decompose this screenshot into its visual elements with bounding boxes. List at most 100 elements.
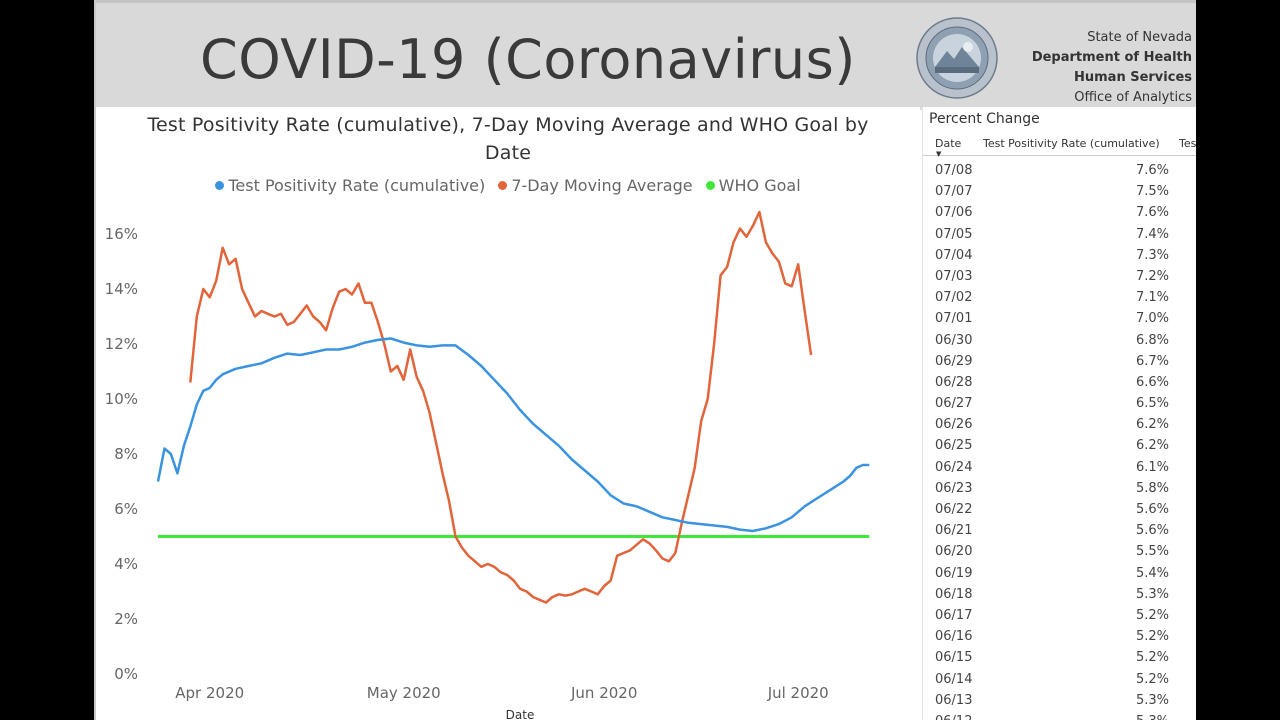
y-tick-label: 6% [114, 500, 138, 518]
chart-title-line-1: Test Positivity Rate (cumulative), 7-Day… [147, 114, 869, 136]
table-row[interactable]: 06/21 5.6% [923, 522, 1196, 543]
org-department-line: Department of Health [1031, 50, 1192, 65]
y-tick-label: 4% [114, 555, 138, 573]
report-header: COVID-19 (Coronavirus) State of Nevada D… [96, 0, 1196, 110]
cell-date: 06/30 [935, 332, 973, 348]
state-seal-icon [916, 17, 998, 99]
cell-rate: 5.6% [1135, 502, 1169, 517]
y-tick-label: 10% [105, 390, 138, 408]
cell-rate: 7.5% [1135, 184, 1169, 200]
table-row[interactable]: 06/30 6.8% [923, 332, 1196, 353]
table-row[interactable]: 06/17 5.2% [923, 607, 1196, 628]
cell-rate: 6.7% [1135, 353, 1169, 369]
cell-rate: 7.0% [1135, 311, 1169, 327]
table-row[interactable]: 06/14 5.2% [923, 671, 1196, 692]
cell-date: 06/22 [935, 502, 973, 517]
cell-date: 06/14 [935, 671, 973, 687]
cell-rate: 5.3% [1135, 586, 1169, 602]
table-row[interactable]: 07/07 7.5% [923, 183, 1196, 204]
y-tick-label: 14% [105, 280, 138, 298]
table-row[interactable]: 07/08 7.6% [923, 162, 1196, 183]
cell-rate: 5.2% [1135, 607, 1169, 623]
table-row[interactable]: 06/19 5.4% [923, 565, 1196, 586]
chart-title-line-2: Date [484, 142, 532, 164]
table-header-row: Date Test Positivity Rate (cumulative) T… [923, 135, 1196, 158]
cell-date: 06/17 [935, 607, 973, 623]
table-row[interactable]: 07/01 7.0% [923, 310, 1196, 331]
cell-date: 06/28 [935, 374, 973, 390]
chart-canvas: 0% 2% 4% 6% 8% 10% 12% 14% 16% Apr 2020 May 2020 J… [105, 210, 870, 720]
legend-label-moving-average: 7-Day Moving Average [511, 176, 693, 195]
cell-date: 07/01 [935, 311, 973, 327]
table-row[interactable]: 06/27 6.5% [923, 395, 1196, 416]
report-page: COVID-19 (Coronavirus) State of Nevada D… [96, 0, 1196, 720]
table-row[interactable]: 06/24 6.1% [923, 459, 1196, 480]
cell-rate: 6.8% [1135, 332, 1169, 348]
table-row[interactable]: 06/22 5.6% [923, 501, 1196, 522]
cell-rate: 5.3% [1135, 692, 1169, 708]
cell-date: 06/26 [935, 417, 973, 433]
cell-date: 07/06 [935, 205, 973, 221]
column-header-date[interactable]: Date [935, 137, 962, 150]
cell-rate: 5.4% [1135, 565, 1169, 581]
column-header-rate[interactable]: Test Positivity Rate (cumulative) [983, 137, 1160, 150]
table-row[interactable]: 07/03 7.2% [923, 268, 1196, 289]
table-title: Percent Change [929, 111, 1040, 127]
cell-rate: 6.2% [1135, 438, 1169, 454]
cell-rate: 7.6% [1135, 163, 1169, 178]
legend-item-moving-average[interactable]: 7-Day Moving Average [498, 176, 693, 195]
cell-rate: 6.6% [1135, 374, 1169, 390]
table-row[interactable]: 06/15 5.2% [923, 649, 1196, 670]
cell-date: 07/08 [935, 163, 973, 178]
org-human-services-line: Human Services [1073, 70, 1192, 85]
column-header-truncated[interactable]: Tes [1179, 137, 1196, 150]
cell-date: 07/03 [935, 268, 973, 284]
cell-rate: 5.2% [1135, 629, 1169, 645]
x-axis-label: Date [506, 708, 535, 720]
page-title: COVID-19 (Coronavirus) [200, 28, 856, 91]
cell-rate: 6.1% [1135, 459, 1169, 475]
cell-date: 06/27 [935, 396, 973, 412]
cell-rate: 5.2% [1135, 671, 1169, 687]
cell-date: 06/18 [935, 586, 973, 602]
x-tick-label: Jun 2020 [570, 684, 637, 702]
table-row[interactable]: 06/23 5.8% [923, 480, 1196, 501]
cell-date: 07/07 [935, 184, 973, 200]
cell-date: 06/15 [935, 650, 973, 666]
line-chart-visual[interactable]: 0% 2% 4% 6% 8% 10% 12% 14% 16% Apr 2020 May 2020 J… [96, 107, 920, 720]
series-line-cumulative[interactable] [156, 337, 870, 533]
table-row[interactable]: 07/05 7.4% [923, 226, 1196, 247]
cell-date: 06/21 [935, 523, 973, 539]
table-row[interactable]: 06/12 5.3% [923, 713, 1196, 720]
legend-dot-cumulative [215, 181, 225, 190]
percent-change-table[interactable]: Percent Change Date Test Positivity Rate… [922, 107, 1196, 720]
cell-rate: 6.2% [1135, 417, 1169, 433]
cell-rate: 7.3% [1135, 247, 1169, 263]
y-tick-label: 8% [114, 445, 138, 463]
legend-label-cumulative: Test Positivity Rate (cumulative) [228, 176, 486, 195]
table-row[interactable]: 06/25 6.2% [923, 437, 1196, 458]
legend-item-cumulative[interactable]: Test Positivity Rate (cumulative) [215, 176, 485, 195]
cell-rate: 7.4% [1135, 226, 1169, 242]
legend-item-who-goal[interactable]: WHO Goal [705, 176, 801, 195]
table-row[interactable]: 07/02 7.1% [923, 289, 1196, 310]
sort-descending-icon[interactable]: ▼ [936, 150, 942, 158]
frame-border [94, 0, 96, 720]
table-row[interactable]: 07/04 7.3% [923, 247, 1196, 268]
cell-date: 06/29 [935, 353, 973, 369]
table-row[interactable]: 06/18 5.3% [923, 586, 1196, 607]
cell-date: 06/20 [935, 544, 973, 560]
table-row[interactable]: 06/29 6.7% [923, 353, 1196, 374]
cell-date: 06/25 [935, 438, 973, 454]
series-line-moving-average[interactable] [189, 210, 813, 604]
x-tick-label: Jul 2020 [767, 684, 829, 702]
table-row[interactable]: 07/06 7.6% [923, 204, 1196, 225]
cell-date: 06/12 [935, 714, 972, 720]
table-row[interactable]: 06/13 5.3% [923, 692, 1196, 713]
table-body: 07/08 7.6% 07/07 7.5% 07/06 7.6% 07/05 7.4% 07/0… [923, 162, 1196, 720]
table-row[interactable]: 06/20 5.5% [923, 543, 1196, 564]
table-row[interactable]: 06/26 6.2% [923, 416, 1196, 437]
table-row[interactable]: 06/16 5.2% [923, 628, 1196, 649]
cell-rate: 5.8% [1135, 480, 1169, 496]
table-row[interactable]: 06/28 6.6% [923, 374, 1196, 395]
